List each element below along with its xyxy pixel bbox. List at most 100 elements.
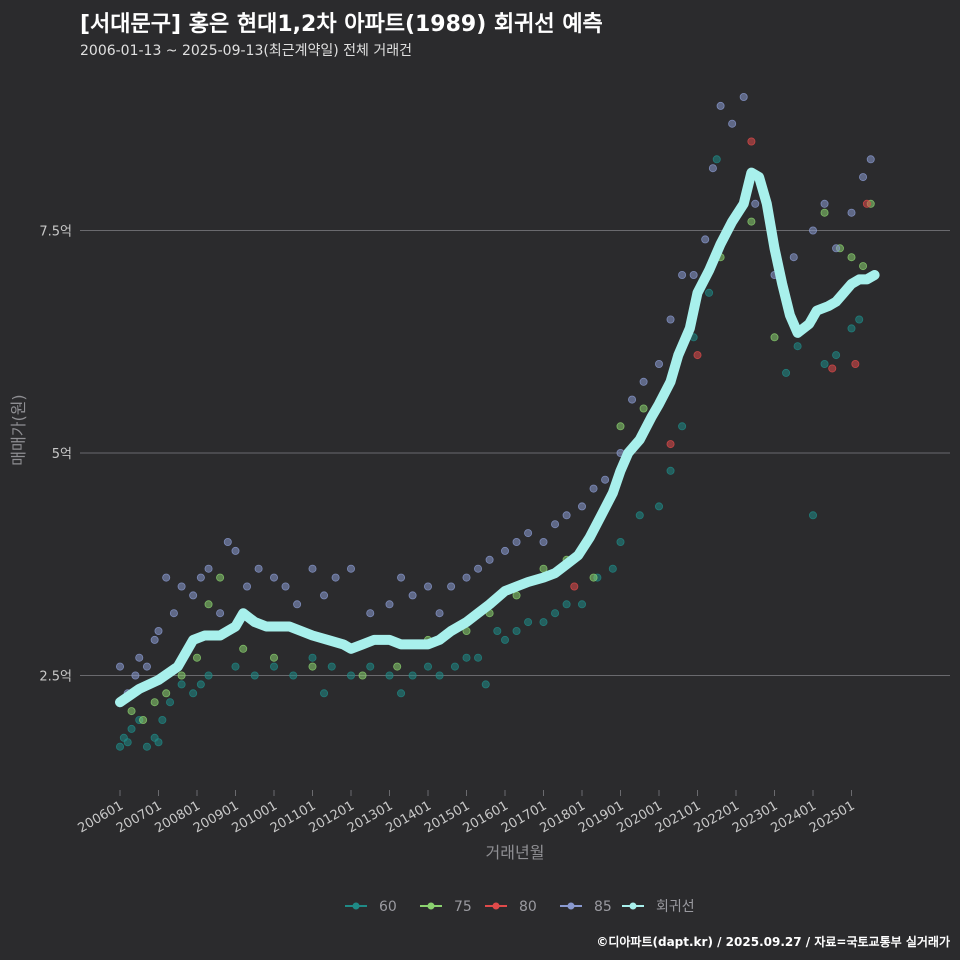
data-point-85: [820, 199, 829, 208]
data-point-85: [728, 119, 737, 128]
data-point-85: [346, 564, 355, 573]
data-point-85: [385, 600, 394, 609]
data-point-60: [385, 671, 394, 680]
data-point-85: [500, 546, 509, 555]
y-tick-label: 7.5억: [39, 225, 72, 240]
legend-label-80: 80: [519, 899, 537, 915]
data-point-85: [366, 609, 375, 618]
y-axis-ticks: 2.5억 5억 7.5억: [39, 225, 72, 685]
data-point-85: [216, 609, 225, 618]
legend-label-60: 60: [379, 899, 397, 915]
data-point-85: [423, 582, 432, 591]
data-point-75: [239, 644, 248, 653]
legend: 60 75 80 85 회귀선: [345, 899, 695, 915]
data-point-60: [524, 618, 533, 627]
data-point-85: [116, 662, 125, 671]
data-point-85: [131, 671, 140, 680]
data-point-85: [589, 484, 598, 493]
data-point-85: [223, 538, 232, 547]
data-point-85: [708, 164, 717, 173]
data-point-85: [293, 600, 302, 609]
data-point-85: [189, 591, 198, 600]
data-point-85: [169, 609, 178, 618]
data-point-60: [231, 662, 240, 671]
data-point-85: [601, 475, 610, 484]
data-point-60: [562, 600, 571, 609]
data-point-85: [447, 582, 456, 591]
data-point-60: [474, 653, 483, 662]
data-point-60: [127, 724, 136, 733]
data-point-85: [135, 653, 144, 662]
data-point-60: [462, 653, 471, 662]
data-point-85: [308, 564, 317, 573]
data-point-75: [847, 253, 856, 262]
data-point-60: [320, 689, 329, 698]
legend-label-75: 75: [454, 899, 472, 915]
data-point-85: [254, 564, 263, 573]
data-point-75: [216, 573, 225, 582]
data-point-75: [639, 404, 648, 413]
data-point-75: [393, 662, 402, 671]
data-point-85: [809, 226, 818, 235]
data-point-85: [177, 582, 186, 591]
data-point-60: [539, 618, 548, 627]
data-point-75: [127, 707, 136, 716]
data-point-85: [678, 270, 687, 279]
data-point-60: [481, 680, 490, 689]
data-point-85: [150, 635, 159, 644]
chart-title: [서대문구] 홍은 현대1,2차 아파트(1989) 회귀선 예측: [80, 12, 603, 37]
data-point-75: [589, 573, 598, 582]
x-axis-title: 거래년월: [486, 843, 545, 862]
data-point-60: [269, 662, 278, 671]
data-point-75: [616, 422, 625, 431]
data-point-80: [851, 359, 860, 368]
data-point-75: [539, 564, 548, 573]
data-point-80: [862, 199, 871, 208]
legend-dot-85: [567, 902, 575, 910]
data-point-60: [158, 716, 167, 725]
data-point-60: [855, 315, 864, 324]
data-point-60: [450, 662, 459, 671]
data-point-85: [562, 511, 571, 520]
data-point-85: [485, 555, 494, 564]
data-point-85: [474, 564, 483, 573]
credit-text: ©디아파트(dapt.kr) / 2025.09.27 / 자료=국토교통부 실…: [596, 935, 950, 949]
chart-subtitle: 2006-01-13 ~ 2025-09-13(최근계약일) 전체 거래건: [80, 43, 412, 59]
data-point-85: [666, 315, 675, 324]
data-point-75: [358, 671, 367, 680]
data-point-85: [628, 395, 637, 404]
data-point-75: [139, 716, 148, 725]
data-point-60: [250, 671, 259, 680]
data-point-85: [578, 502, 587, 511]
data-point-60: [578, 600, 587, 609]
data-point-85: [789, 253, 798, 262]
data-point-80: [666, 440, 675, 449]
data-point-85: [832, 244, 841, 253]
data-point-60: [408, 671, 417, 680]
data-point-85: [716, 101, 725, 110]
data-point-85: [269, 573, 278, 582]
data-point-60: [154, 738, 163, 747]
legend-dot-60: [352, 902, 360, 910]
data-point-85: [689, 270, 698, 279]
data-point-85: [639, 377, 648, 386]
legend-label-trend: 회귀선: [656, 899, 695, 915]
data-point-60: [608, 564, 617, 573]
data-point-75: [177, 671, 186, 680]
data-point-60: [712, 155, 721, 164]
data-point-60: [500, 635, 509, 644]
data-point-60: [809, 511, 818, 520]
data-point-60: [655, 502, 664, 511]
data-point-75: [150, 698, 159, 707]
data-point-80: [693, 351, 702, 360]
data-point-60: [189, 689, 198, 698]
data-point-60: [366, 662, 375, 671]
data-point-85: [243, 582, 252, 591]
trend-line: [115, 167, 880, 708]
legend-label-85: 85: [594, 899, 612, 915]
data-point-85: [551, 520, 560, 529]
data-point-85: [739, 93, 748, 102]
data-point-85: [512, 538, 521, 547]
data-point-75: [770, 333, 779, 342]
data-point-75: [269, 653, 278, 662]
